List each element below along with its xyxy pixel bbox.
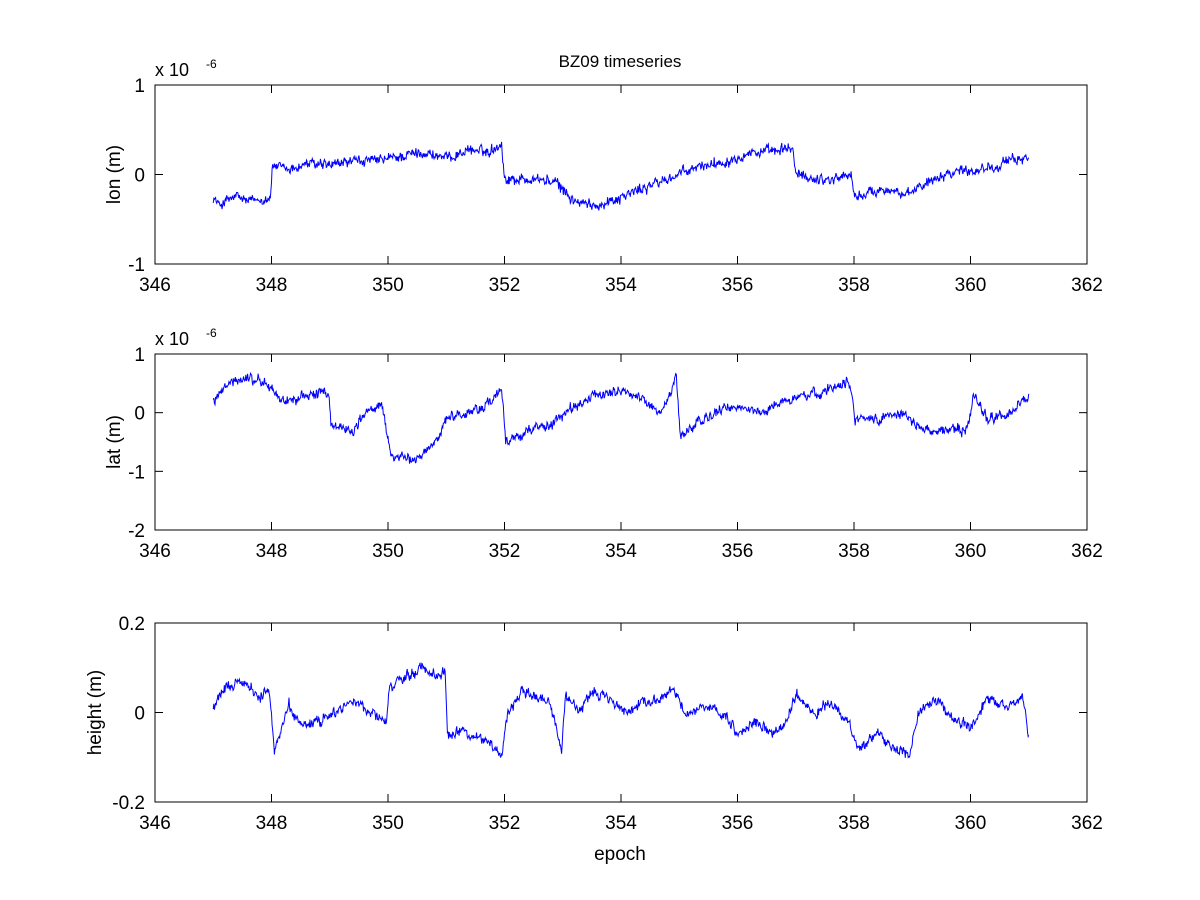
lon-subplot: 346 348 350 352 354 356 358 360 362 -1 0 1 lon (m) x …	[104, 57, 1103, 296]
height-x-tick-label: 358	[838, 813, 870, 834]
lat-x-tick-label: 348	[256, 541, 288, 562]
height-x-tick-label: 352	[489, 813, 521, 834]
subplots: 346 348 350 352 354 356 358 360 362 -1 0 1 lon (m) x …	[85, 57, 1103, 834]
lon-y-tick-label: -1	[128, 255, 145, 276]
height-x-tick-label: 346	[139, 813, 171, 834]
lat-x-tick-label: 362	[1071, 541, 1103, 562]
lon-exponent-base: x 10	[155, 60, 189, 80]
lat-x-tick-label: 352	[489, 541, 521, 562]
lon-y-tick-label: 1	[134, 76, 145, 97]
lat-x-tick-label: 346	[139, 541, 171, 562]
height-y-tick-label: 0	[134, 704, 145, 725]
lon-x-tick-label: 360	[955, 275, 987, 296]
lat-x-tick-label: 356	[722, 541, 754, 562]
lat-y-tick-label: -2	[128, 521, 145, 542]
lat-exponent-power: -6	[206, 326, 217, 340]
lon-x-tick-label: 350	[372, 275, 404, 296]
lat-subplot: 346 348 350 352 354 356 358 360 362 -2 -1 0 1 lat (m)…	[104, 326, 1103, 562]
lat-exponent-base: x 10	[155, 329, 189, 349]
lat-y-tick-label: 1	[134, 345, 145, 366]
lat-x-tick-label: 354	[605, 541, 637, 562]
lat-series-line	[212, 371, 1030, 464]
height-y-axis-label: height (m)	[85, 670, 106, 756]
figure-title: BZ09 timeseries	[559, 52, 682, 71]
lat-x-tick-label: 350	[372, 541, 404, 562]
lat-y-tick-label: 0	[134, 404, 145, 425]
height-x-tick-label: 354	[605, 813, 637, 834]
lon-y-tick-label: 0	[134, 166, 145, 187]
lon-y-axis-label: lon (m)	[104, 145, 125, 204]
lon-x-tick-label: 362	[1071, 275, 1103, 296]
lon-x-tick-label: 348	[256, 275, 288, 296]
lat-y-tick-label: -1	[128, 462, 145, 483]
height-series-line	[212, 662, 1030, 759]
lon-exponent-power: -6	[206, 57, 217, 71]
lon-x-tick-label: 346	[139, 275, 171, 296]
height-y-tick-label: -0.2	[112, 793, 145, 814]
lon-x-tick-label: 356	[722, 275, 754, 296]
lon-x-tick-label: 354	[605, 275, 637, 296]
x-axis-label: epoch	[594, 844, 646, 865]
height-x-tick-label: 356	[722, 813, 754, 834]
lon-x-tick-label: 358	[838, 275, 870, 296]
height-x-tick-label: 362	[1071, 813, 1103, 834]
lon-x-tick-label: 352	[489, 275, 521, 296]
height-x-tick-label: 360	[955, 813, 987, 834]
height-x-tick-label: 350	[372, 813, 404, 834]
lon-series-line	[212, 141, 1030, 211]
lat-x-tick-label: 360	[955, 541, 987, 562]
height-subplot: 346 348 350 352 354 356 358 360 362 -0.2 0 0.2 heigh…	[85, 614, 1103, 834]
lat-y-axis-label: lat (m)	[104, 415, 125, 469]
height-x-tick-label: 348	[256, 813, 288, 834]
height-y-tick-label: 0.2	[119, 614, 145, 635]
lat-x-tick-label: 358	[838, 541, 870, 562]
